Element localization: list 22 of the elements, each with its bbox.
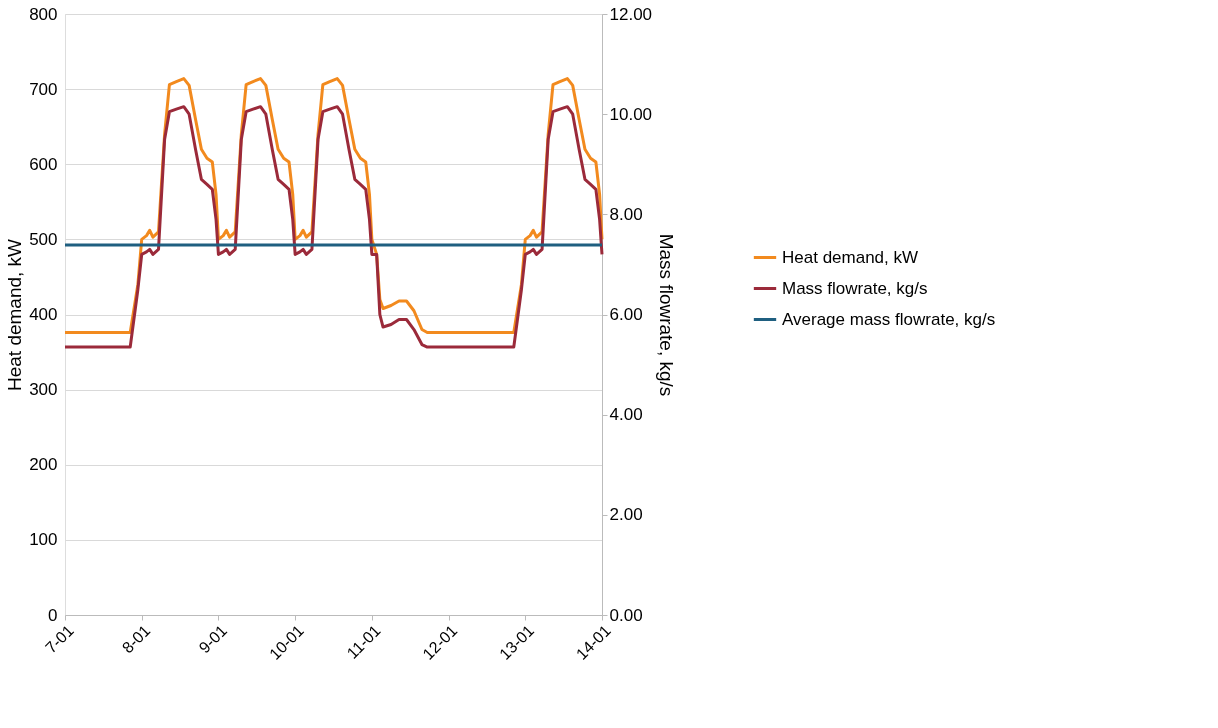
x-tick-label: 8-01 xyxy=(118,621,154,657)
y-tick-label: 600 xyxy=(29,154,58,174)
y2-tick-label: 0.00 xyxy=(609,605,643,625)
y2-tick-label: 2.00 xyxy=(609,505,643,525)
y-tick-label: 800 xyxy=(29,4,58,24)
y-tick-label: 100 xyxy=(29,530,58,550)
y2-tick-label: 12.00 xyxy=(609,4,653,24)
y-tick-label: 700 xyxy=(29,79,58,99)
legend-label: Average mass flowrate, kg/s xyxy=(782,309,996,329)
y2-tick-label: 6.00 xyxy=(609,305,643,324)
legend-label: Mass flowrate, kg/s xyxy=(782,278,928,298)
y-tick-label: 200 xyxy=(29,455,58,475)
x-tick-label: 9-01 xyxy=(195,621,231,657)
y-tick-label: 400 xyxy=(29,305,58,324)
y-tick-label: 500 xyxy=(29,229,58,249)
y2-tick-label: 10.00 xyxy=(609,104,653,124)
y2-axis-title: Mass flowrate, kg/s xyxy=(656,233,678,397)
y2-tick-label: 4.00 xyxy=(609,405,643,425)
y2-tick-label: 8.00 xyxy=(609,204,643,224)
y-axis-title: Heat demand, kW xyxy=(4,238,26,392)
y-tick-label: 300 xyxy=(29,380,58,400)
legend-label: Heat demand, kW xyxy=(782,247,919,267)
